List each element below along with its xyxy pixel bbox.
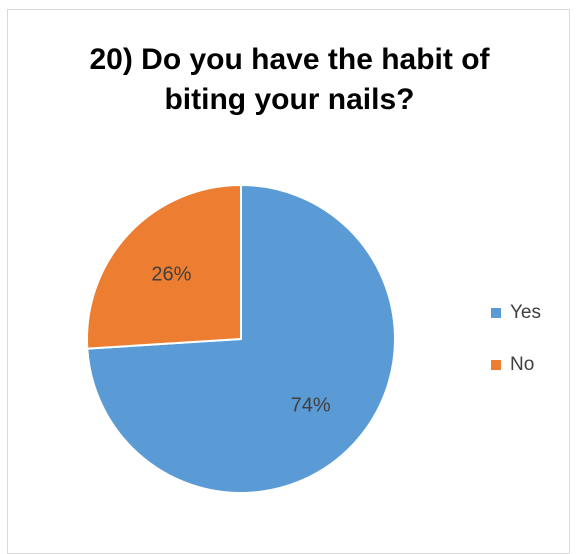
legend-item-no: No [491,353,541,377]
slice-label-no: 26% [151,264,191,286]
chart-title: 20) Do you have the habit of biting your… [0,40,579,120]
chart-title-line-2: biting your nails? [164,83,415,116]
chart-title-line-1: 20) Do you have the habit of [89,43,490,76]
legend-label-no: No [510,354,535,375]
legend: Yes No [491,301,541,405]
legend-label-yes: Yes [510,302,541,323]
legend-item-yes: Yes [491,301,541,325]
legend-swatch-yes [491,308,501,318]
pie-slices [86,184,396,494]
legend-swatch-no [491,360,501,370]
pie-slice-no [86,184,242,350]
slice-label-yes: 74% [291,394,331,416]
pie-chart: 74% 26% [86,184,396,494]
